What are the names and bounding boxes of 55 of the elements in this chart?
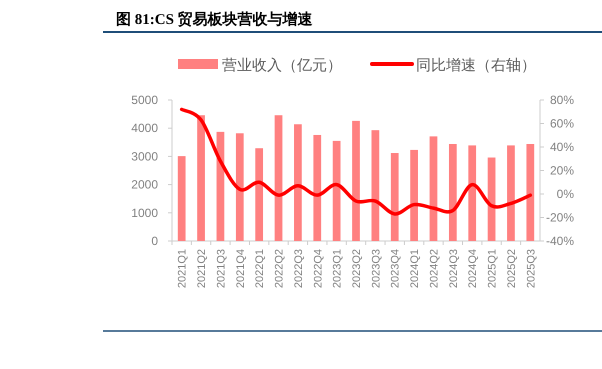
bar bbox=[468, 145, 476, 241]
bar bbox=[371, 130, 380, 241]
x-tick-label: 2022Q1 bbox=[254, 249, 266, 288]
bar bbox=[294, 124, 302, 241]
x-tick-label: 2024Q4 bbox=[467, 249, 480, 288]
y2-tick-label: 20% bbox=[550, 164, 574, 178]
bar bbox=[274, 115, 282, 241]
bar bbox=[197, 115, 205, 241]
bar bbox=[236, 133, 244, 241]
x-tick-label: 2025Q3 bbox=[525, 249, 538, 288]
y2-tick-label: -40% bbox=[546, 234, 574, 248]
bar bbox=[448, 144, 457, 241]
y2-tick-label: 40% bbox=[550, 140, 574, 154]
x-tick-label: 2025Q1 bbox=[486, 249, 499, 288]
bar bbox=[488, 158, 496, 241]
x-tick-label: 2021Q2 bbox=[196, 249, 208, 288]
bar bbox=[410, 150, 418, 241]
legend-label: 营业收入（亿元） bbox=[222, 57, 342, 74]
bar bbox=[255, 148, 264, 241]
bar bbox=[507, 145, 515, 241]
legend-label: 同比增速（右轴） bbox=[416, 57, 536, 74]
x-tick-label: 2023Q1 bbox=[332, 249, 344, 288]
x-tick-label: 2023Q4 bbox=[390, 249, 402, 288]
x-tick-label: 2024Q2 bbox=[428, 249, 440, 288]
x-tick-label: 2024Q3 bbox=[448, 249, 460, 288]
line-series bbox=[180, 108, 532, 216]
y2-tick-label: -20% bbox=[546, 210, 574, 224]
bar bbox=[178, 156, 186, 241]
y-tick-label: 1000 bbox=[131, 206, 158, 220]
bar bbox=[313, 134, 322, 241]
x-tick-label: 2022Q4 bbox=[312, 249, 324, 288]
y-tick-label: 5000 bbox=[131, 93, 158, 107]
chart-title: 图 81:CS 贸易板块营收与增速 bbox=[116, 11, 314, 28]
x-tick-label: 2023Q3 bbox=[370, 249, 382, 288]
bar bbox=[332, 140, 341, 241]
y-tick-label: 0 bbox=[151, 234, 158, 248]
bar bbox=[526, 144, 534, 241]
x-tick-label: 2025Q2 bbox=[506, 249, 518, 288]
bar bbox=[352, 120, 360, 241]
y2-tick-label: 80% bbox=[550, 93, 574, 107]
x-tick-label: 2021Q4 bbox=[234, 249, 247, 288]
y2-tick-label: 60% bbox=[550, 116, 574, 130]
x-tick-label: 2021Q1 bbox=[176, 249, 189, 288]
bar bbox=[390, 153, 399, 241]
x-tick-label: 2023Q2 bbox=[351, 249, 363, 288]
y-tick-label: 3000 bbox=[131, 149, 158, 164]
bar bbox=[216, 132, 224, 241]
x-tick-label: 2022Q2 bbox=[274, 249, 286, 288]
y-tick-label: 4000 bbox=[131, 121, 158, 136]
y2-tick-label: 0% bbox=[556, 187, 574, 201]
bar bbox=[430, 136, 438, 241]
x-tick-label: 2022Q3 bbox=[292, 249, 305, 288]
x-tick-label: 2024Q1 bbox=[409, 249, 422, 288]
y-tick-label: 2000 bbox=[131, 178, 158, 192]
x-tick-label: 2021Q3 bbox=[215, 249, 228, 288]
